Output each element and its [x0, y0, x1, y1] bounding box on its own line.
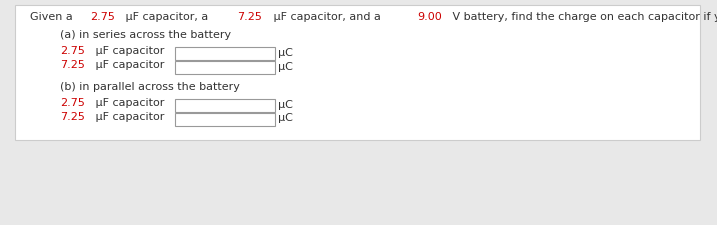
Text: μF capacitor, and a: μF capacitor, and a: [270, 12, 384, 22]
Text: 2.75: 2.75: [90, 12, 115, 22]
Text: μC: μC: [278, 113, 293, 124]
Text: μF capacitor, a: μF capacitor, a: [122, 12, 212, 22]
Text: μC: μC: [278, 99, 293, 110]
Text: (a) in series across the battery: (a) in series across the battery: [60, 30, 231, 40]
Bar: [175, 47, 275, 60]
Text: V battery, find the charge on each capacitor if you connect them in the followin: V battery, find the charge on each capac…: [449, 12, 717, 22]
Text: μF capacitor: μF capacitor: [92, 112, 164, 122]
Text: μC: μC: [278, 61, 293, 72]
Text: μF capacitor: μF capacitor: [92, 46, 164, 56]
Bar: [15, 5, 700, 140]
Text: 2.75: 2.75: [60, 46, 85, 56]
Text: (b) in parallel across the battery: (b) in parallel across the battery: [60, 82, 240, 92]
Text: 7.25: 7.25: [60, 112, 85, 122]
Bar: [175, 99, 275, 112]
Text: μC: μC: [278, 47, 293, 58]
Text: 7.25: 7.25: [237, 12, 262, 22]
Text: 2.75: 2.75: [60, 98, 85, 108]
Text: Given a: Given a: [30, 12, 76, 22]
Text: μF capacitor: μF capacitor: [92, 98, 164, 108]
Bar: [175, 61, 275, 74]
Text: μF capacitor: μF capacitor: [92, 60, 164, 70]
Text: 7.25: 7.25: [60, 60, 85, 70]
Text: 9.00: 9.00: [417, 12, 442, 22]
Bar: [175, 113, 275, 126]
